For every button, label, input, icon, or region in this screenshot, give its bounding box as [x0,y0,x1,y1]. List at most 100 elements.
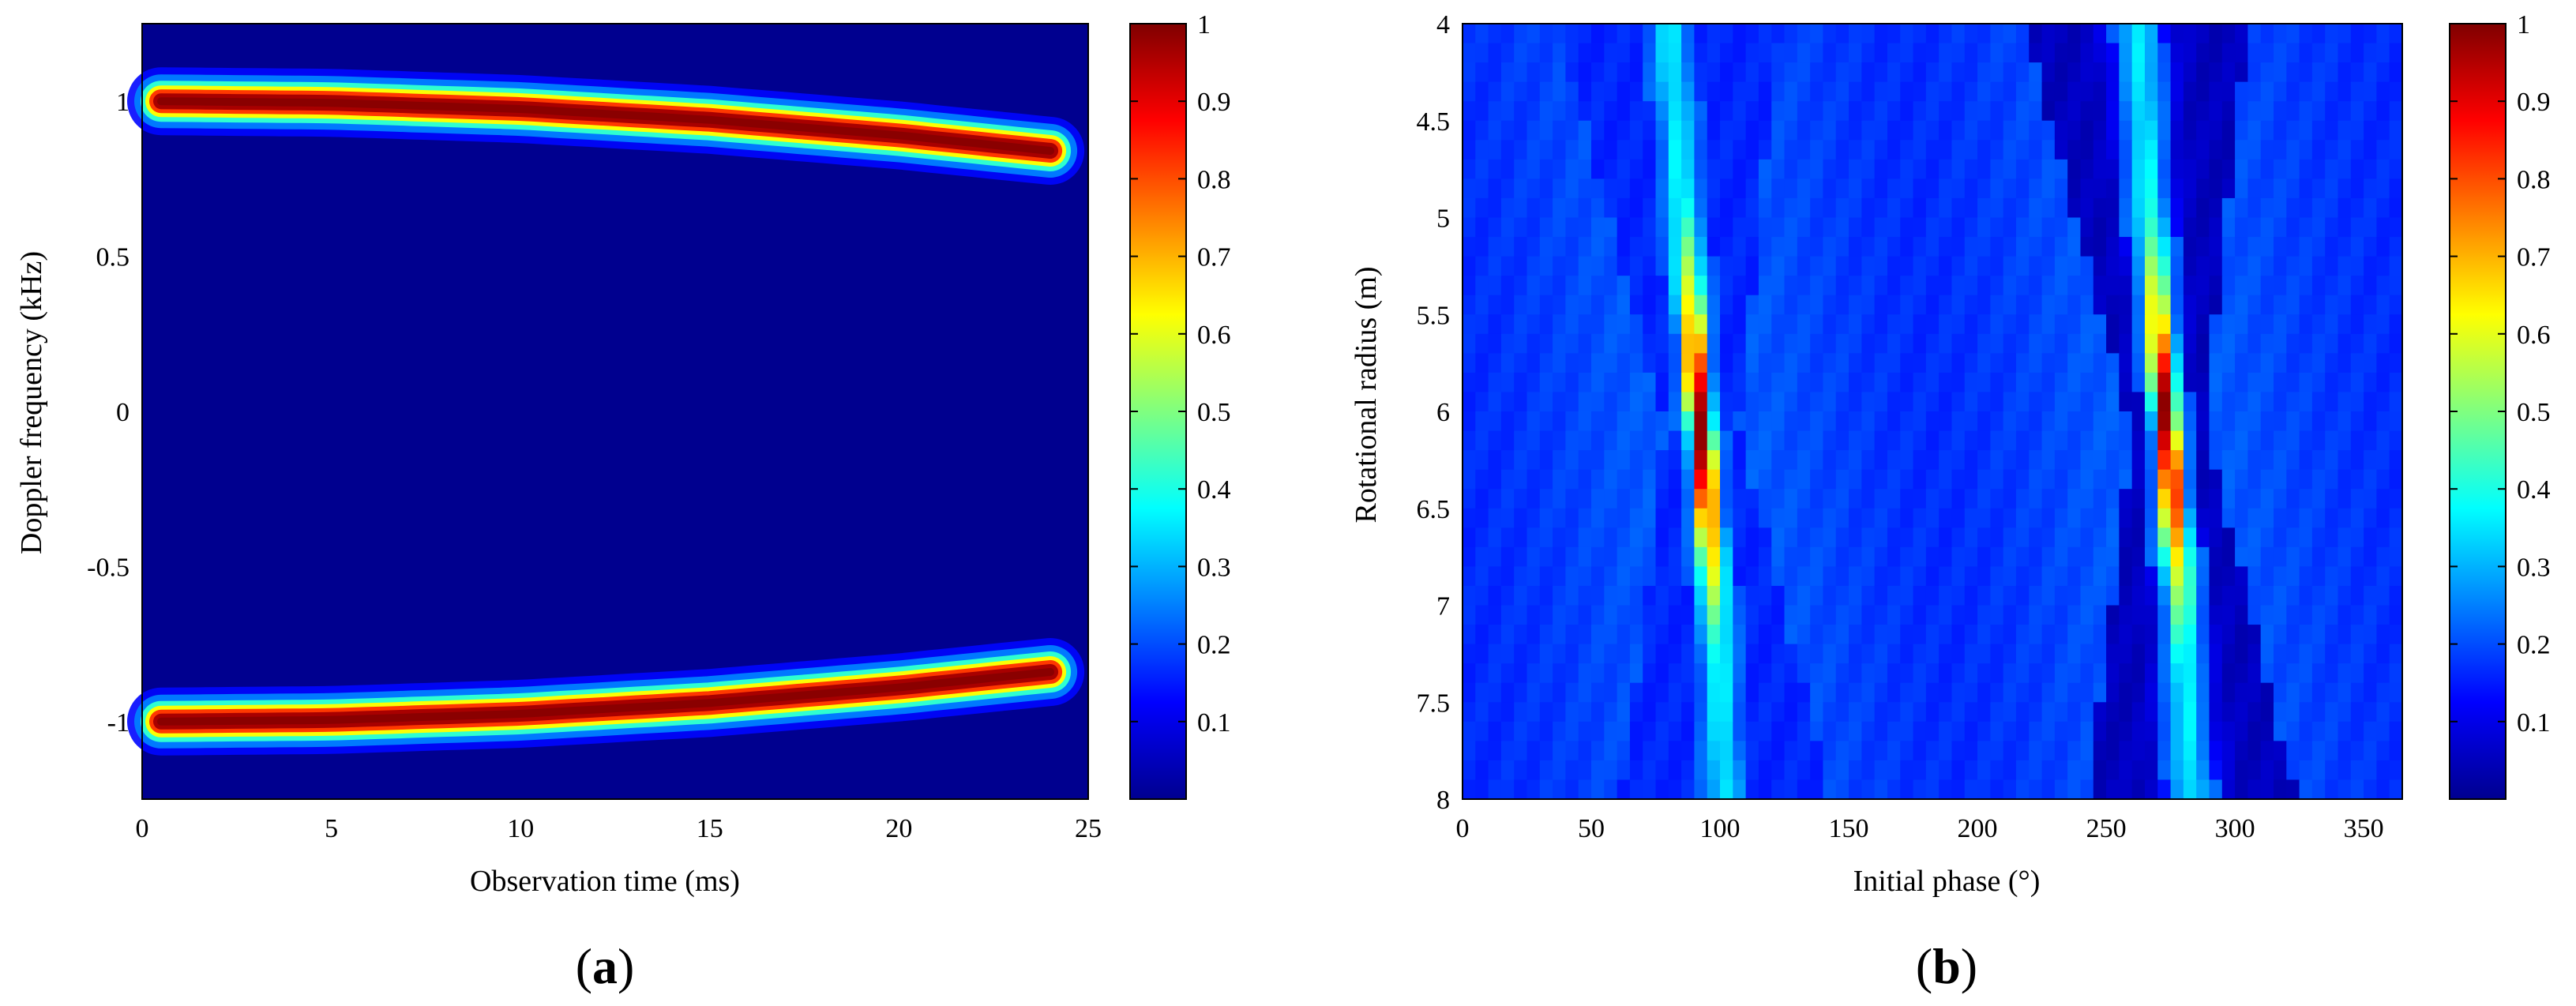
heatmap-b-cell [1707,276,1721,296]
b-cb-tick-label: 0.6 [2517,321,2551,350]
heatmap-b-cell [1977,721,1991,741]
heatmap-b-cell [2029,353,2043,373]
heatmap-b-cell [1849,779,1862,800]
heatmap-b-cell [1925,159,1940,179]
heatmap-b-cell [1733,178,1747,199]
heatmap-b-cell [1526,237,1541,257]
heatmap-b-cell [1990,217,2004,238]
heatmap-b-cell [2247,295,2262,315]
heatmap-b-cell [1849,741,1862,761]
heatmap-b-cell [2376,682,2390,703]
heatmap-b-cell [1823,566,1837,587]
heatmap-b-cell [2350,489,2364,509]
heatmap-b-cell [2311,527,2326,548]
heatmap-b-cell [1578,295,1592,315]
heatmap-b-cell [2157,605,2172,625]
heatmap-b-cell [1835,430,1849,451]
heatmap-b-cell [1771,663,1786,684]
heatmap-b-cell [1565,546,1579,567]
heatmap-b-cell [2376,663,2390,684]
heatmap-b-cell [2286,527,2300,548]
heatmap-b-cell [1500,237,1515,257]
heatmap-b-cell [2170,178,2184,199]
heatmap-b-cell [1488,295,1502,315]
heatmap-b-cell [1475,605,1489,625]
heatmap-b-cell [2041,605,2056,625]
heatmap-b-cell [2119,256,2133,276]
heatmap-b-cell [1553,760,1567,781]
heatmap-b-cell [1913,430,1927,451]
heatmap-b-cell [2170,81,2184,102]
heatmap-b-cell [1681,197,1695,219]
heatmap-b-cell [1784,24,1798,44]
heatmap-b-cell [1733,779,1747,800]
heatmap-b-cell [1526,372,1541,393]
heatmap-b-cell [1835,663,1849,684]
heatmap-b-cell [1887,197,1901,219]
heatmap-b-cell [1720,333,1733,354]
heatmap-b-cell [1707,81,1721,102]
heatmap-b-cell [1733,120,1747,141]
heatmap-b-cell [1913,81,1927,102]
heatmap-b-cell [1475,295,1489,315]
heatmap-b-cell [2041,625,2056,645]
heatmap-b-cell [2299,741,2313,761]
heatmap-b-cell [1629,353,1643,373]
heatmap-b-cell [2131,120,2146,141]
heatmap-b-cell [2247,644,2262,664]
heatmap-b-cell [1694,159,1708,179]
heatmap-b-cell [2221,546,2236,567]
heatmap-b-cell [1694,256,1708,276]
heatmap-b-cell [2131,81,2146,102]
heatmap-b-cell [2041,702,2056,723]
heatmap-b-cell [2003,644,2017,664]
heatmap-b-cell [1488,43,1502,63]
heatmap-b-cell [1810,663,1824,684]
heatmap-b-cell [1488,508,1502,528]
heatmap-b-cell [1771,24,1786,44]
heatmap-b-cell [1990,43,2004,63]
heatmap-b-cell [1771,566,1786,587]
heatmap-b-cell [1553,197,1567,219]
heatmap-b-cell [1681,469,1695,490]
heatmap-b-cell [1539,741,1553,761]
heatmap-b-cell [2170,333,2184,354]
heatmap-b-cell [1925,43,1940,63]
heatmap-b-cell [2273,411,2287,432]
heatmap-b-cell [1604,644,1618,664]
heatmap-b-cell [1771,489,1786,509]
heatmap-b-cell [1745,411,1759,432]
heatmap-b-cell [1629,197,1643,219]
heatmap-b-cell [1643,140,1657,160]
panel-label-a-close: ) [618,938,634,994]
heatmap-b-cell [1951,721,1966,741]
heatmap-b-cell [1707,430,1721,451]
heatmap-b-cell [2003,682,2017,703]
heatmap-b-cell [1565,469,1579,490]
heatmap-b-cell [2080,760,2094,781]
heatmap-b-cell [1823,508,1837,528]
doppler-trace-lower [157,668,1055,726]
heatmap-b-cell [1939,527,1953,548]
heatmap-b-cell [1951,527,1966,548]
heatmap-b-cell [2273,585,2287,606]
heatmap-b-cell [1553,741,1567,761]
heatmap-b-cell [1500,663,1515,684]
heatmap-b-cell [2364,430,2377,451]
heatmap-b-cell [1913,101,1927,122]
heatmap-b-cell [1463,760,1476,781]
heatmap-b-cell [1578,489,1592,509]
heatmap-b-cell [1707,527,1721,548]
heatmap-b-cell [1539,469,1553,490]
heatmap-b-cell [1604,489,1618,509]
heatmap-b-cell [2299,508,2313,528]
heatmap-b-cell [1500,62,1515,83]
heatmap-b-cell [1990,276,2004,296]
heatmap-b-cell [2067,197,2082,219]
heatmap-b-cell [2221,702,2236,723]
heatmap-b-cell [2221,178,2236,199]
heatmap-b-cell [2119,430,2133,451]
heatmap-b-cell [2170,625,2184,645]
heatmap-b-cell [1500,682,1515,703]
heatmap-b-cell [2338,276,2352,296]
